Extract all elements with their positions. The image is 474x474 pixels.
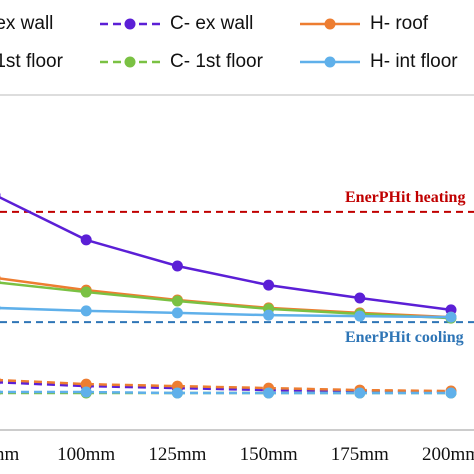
point — [263, 387, 275, 399]
point — [80, 378, 92, 390]
point — [0, 389, 1, 395]
legend-label: H- 1st floor — [0, 51, 64, 72]
point — [0, 275, 1, 281]
point — [445, 387, 457, 399]
reference-label: EnerPHit cooling — [345, 329, 464, 346]
x-tick-label: 100mm — [57, 444, 115, 465]
point — [445, 311, 457, 323]
legend-label: H- roof — [370, 13, 429, 34]
point — [80, 386, 92, 398]
series-line — [0, 306, 452, 319]
point — [354, 292, 366, 304]
reference-label: EnerPHit heating — [345, 189, 465, 206]
legend-marker — [324, 18, 336, 30]
point — [80, 305, 92, 317]
x-tick-label: 150mm — [240, 444, 298, 465]
legend-label: C- ex wall — [170, 13, 253, 34]
x-tick-label: 175mm — [331, 444, 389, 465]
series-line — [0, 378, 452, 393]
legend-label: H- int floor — [370, 51, 458, 72]
legend-marker — [124, 18, 136, 30]
point — [0, 279, 1, 285]
x-tick-label: 125mm — [148, 444, 206, 465]
x-tick-label: 75mm — [0, 444, 19, 465]
point — [263, 309, 275, 321]
legend-label: H- ex wall — [0, 13, 53, 34]
point — [263, 279, 275, 291]
point — [171, 387, 183, 399]
series-line — [0, 281, 452, 320]
point — [354, 387, 366, 399]
point — [80, 286, 92, 298]
point — [171, 260, 183, 272]
point — [171, 307, 183, 319]
x-tick-label: 200mm — [422, 444, 474, 465]
point — [0, 377, 1, 383]
legend-marker — [124, 56, 136, 68]
point — [0, 192, 1, 198]
series-line — [0, 390, 451, 395]
legend-marker — [324, 56, 336, 68]
point — [0, 305, 1, 311]
point — [171, 295, 183, 307]
legend-label: C- 1st floor — [170, 51, 264, 72]
series-line — [0, 196, 452, 312]
point — [354, 310, 366, 322]
point — [80, 234, 92, 246]
